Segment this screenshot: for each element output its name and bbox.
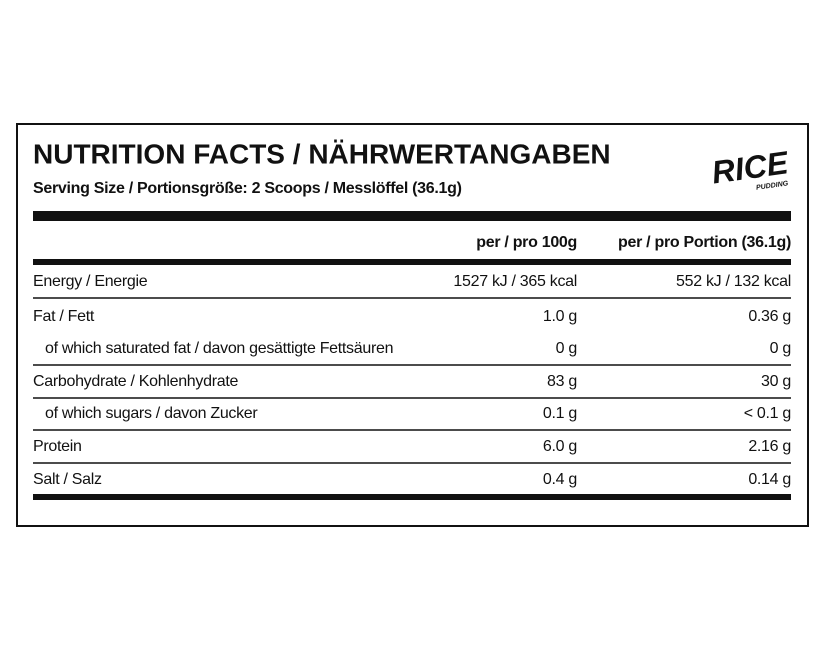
cell-per-portion: 0 g xyxy=(770,340,791,357)
row-label: Salt / Salz xyxy=(33,471,102,488)
cell-per-portion: < 0.1 g xyxy=(744,405,791,422)
cell-per-portion: 2.16 g xyxy=(748,438,791,455)
thick-rule xyxy=(33,494,791,500)
cell-per-100g: 0.1 g xyxy=(543,405,577,422)
row-label: Protein xyxy=(33,438,82,455)
row-label: Energy / Energie xyxy=(33,273,148,290)
cell-per-100g: 6.0 g xyxy=(543,438,577,455)
row-label: of which saturated fat / davon gesättigt… xyxy=(45,340,393,357)
cell-per-100g: 83 g xyxy=(547,373,577,390)
row-label: of which sugars / davon Zucker xyxy=(45,405,258,422)
row-label: Carbohydrate / Kohlenhydrate xyxy=(33,373,238,390)
thick-rule xyxy=(33,259,791,265)
column-header: per / pro Portion (36.1g) xyxy=(618,234,791,251)
cell-per-100g: 0.4 g xyxy=(543,471,577,488)
thick-rule xyxy=(33,211,791,221)
cell-per-100g: 0 g xyxy=(556,340,577,357)
cell-per-portion: 0.14 g xyxy=(748,471,791,488)
frame xyxy=(16,123,809,527)
logo-subtitle: PUDDING xyxy=(756,180,789,192)
cell-per-100g: 1.0 g xyxy=(543,308,577,325)
column-header: per / pro 100g xyxy=(476,234,577,251)
serving-size: Serving Size / Portionsgröße: 2 Scoops /… xyxy=(33,180,462,197)
cell-per-portion: 552 kJ / 132 kcal xyxy=(676,273,791,290)
cell-per-portion: 30 g xyxy=(761,373,791,390)
cell-per-100g: 1527 kJ / 365 kcal xyxy=(453,273,577,290)
title: NUTRITION FACTS / NÄHRWERTANGABEN xyxy=(33,138,611,169)
cell-per-portion: 0.36 g xyxy=(748,308,791,325)
row-label: Fat / Fett xyxy=(33,308,95,325)
